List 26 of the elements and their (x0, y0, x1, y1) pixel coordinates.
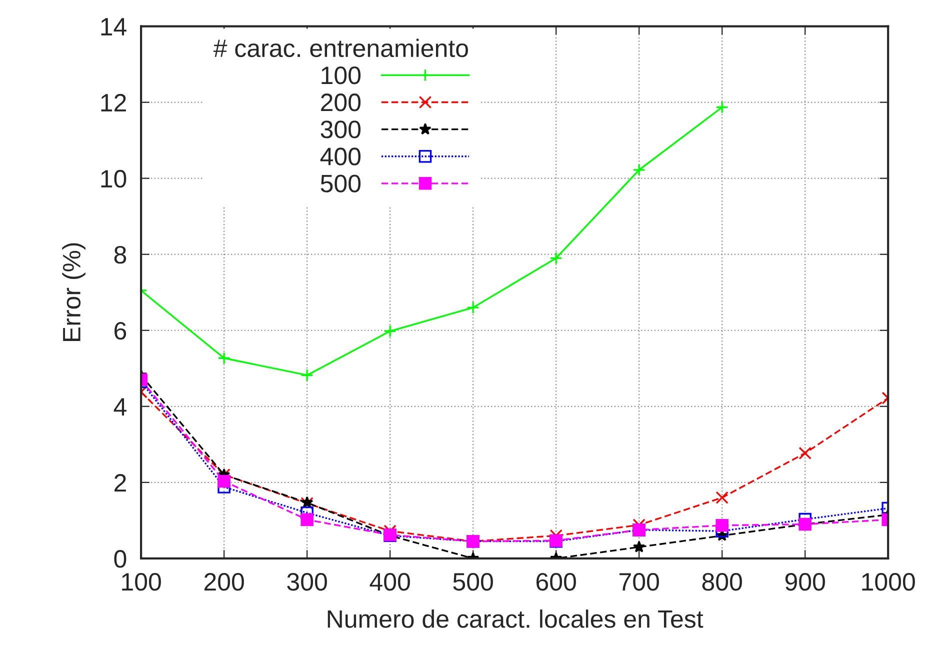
x-tick-label: 900 (785, 573, 825, 591)
y-tick-label: 0 (114, 550, 126, 568)
legend-label: 400 (320, 148, 361, 166)
legend-label: 300 (320, 120, 361, 138)
legend-label: 500 (320, 174, 361, 192)
x-tick-label: 800 (702, 573, 742, 591)
y-tick-label: 12 (101, 94, 126, 112)
x-tick-label: 600 (536, 573, 576, 591)
y-tick-label: 4 (114, 398, 126, 416)
x-axis-title: Numero de caract. locales en Test (328, 610, 704, 628)
y-axis-title: Error (%) (62, 243, 86, 341)
x-tick-label: 700 (620, 573, 659, 591)
y-tick-label: 14 (101, 18, 126, 36)
y-tick-label: 6 (114, 322, 126, 340)
y-tick-label: 2 (114, 474, 126, 492)
legend-title: # carac. entrenamiento (213, 38, 468, 58)
x-tick-label: 100 (122, 573, 161, 591)
x-tick-label: 500 (453, 573, 493, 591)
x-tick-label: 200 (204, 573, 244, 591)
legend-label: 100 (322, 66, 361, 84)
x-tick-label: 1000 (862, 573, 915, 591)
x-tick-label: 300 (287, 573, 327, 591)
legend-label: 200 (321, 94, 361, 112)
y-tick-label: 8 (114, 246, 126, 264)
y-tick-label: 10 (101, 170, 126, 188)
x-tick-label: 400 (370, 573, 410, 591)
